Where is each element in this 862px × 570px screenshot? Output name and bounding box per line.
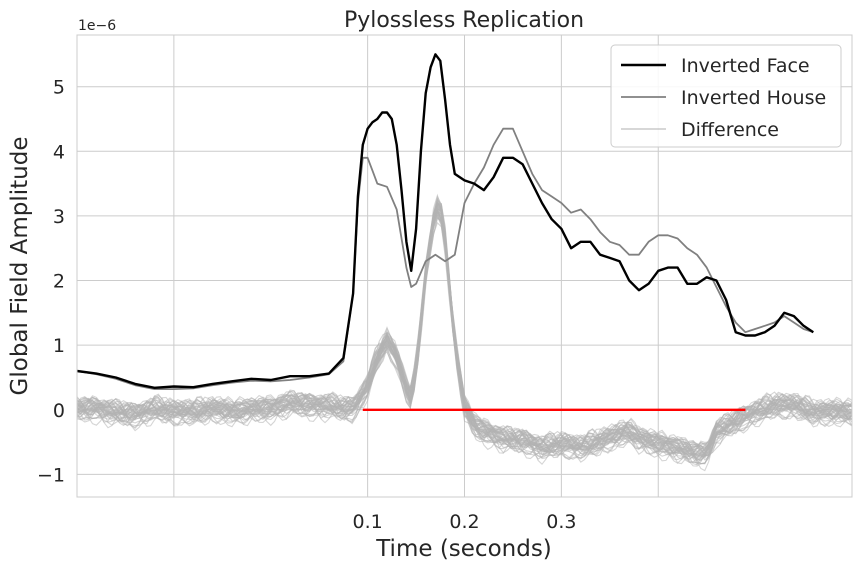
legend-label: Difference [681,119,779,141]
legend-label: Inverted Face [681,55,810,77]
series-line-inverted-house [76,127,814,390]
difference-trace [76,209,853,456]
x-tick-label: 0.2 [449,511,479,533]
y-axis-label: Global Field Amplitude [7,137,33,396]
x-axis-label: Time (seconds) [375,536,552,562]
y-tick-label: 3 [53,206,65,228]
difference-trace [76,204,853,465]
difference-trace [76,205,853,466]
y-tick-label: 5 [53,77,65,99]
x-tick-label: 0.1 [353,511,383,533]
y-tick-label: 1 [53,335,65,357]
y-tick-label: 4 [53,141,65,163]
series-line-inverted-face [76,53,814,389]
plot-frame [76,34,853,498]
legend: Inverted Face Inverted House Difference [610,44,842,148]
y-offset-text: 1e−6 [78,18,116,34]
legend-frame [610,44,842,148]
y-tick-label: −1 [37,464,65,486]
difference-trace [76,208,853,461]
y-tick-label: 0 [53,400,65,422]
x-tick-label: 0.3 [546,511,576,533]
chart-title: Pylossless Replication [344,8,584,33]
y-tick-labels: −1 0 1 2 3 4 5 [37,77,65,487]
legend-label: Inverted House [681,87,826,109]
series-lines [76,53,814,390]
y-tick-label: 2 [53,271,65,293]
x-tick-labels: 0.1 0.2 0.3 [353,511,577,533]
